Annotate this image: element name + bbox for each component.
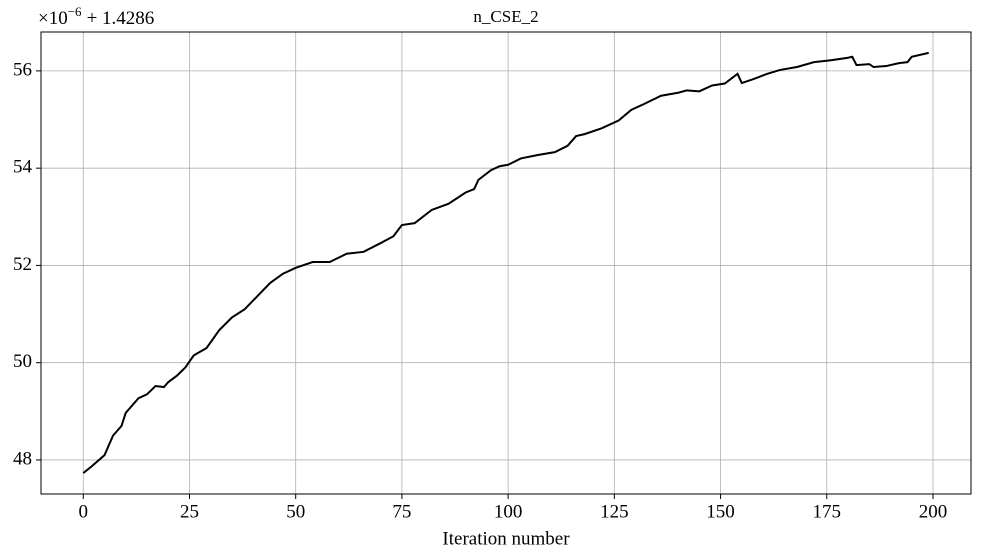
offset-base: ×10 bbox=[38, 8, 68, 29]
offset-exponent: −6 bbox=[68, 4, 82, 19]
y-tick-label: 54 bbox=[13, 157, 33, 178]
x-tick-label: 150 bbox=[706, 501, 735, 522]
x-tick-label: 200 bbox=[919, 501, 948, 522]
x-tick-label: 125 bbox=[600, 501, 629, 522]
plot-frame bbox=[40, 31, 972, 495]
y-tick-label: 50 bbox=[13, 351, 32, 372]
x-tick-label: 25 bbox=[180, 501, 199, 522]
offset-label: ×10−6 + 1.4286 bbox=[38, 4, 154, 29]
x-tick-label: 75 bbox=[392, 501, 411, 522]
x-tick-label: 50 bbox=[286, 501, 305, 522]
x-tick-label: 0 bbox=[79, 501, 89, 522]
x-tick-label: 100 bbox=[494, 501, 523, 522]
y-tick-label: 48 bbox=[13, 448, 32, 469]
y-tick-label: 56 bbox=[13, 59, 32, 80]
x-tick-label: 175 bbox=[813, 501, 842, 522]
chart-title: n_CSE_2 bbox=[473, 7, 538, 26]
data-line bbox=[82, 51, 929, 474]
offset-suffix: + 1.4286 bbox=[87, 8, 155, 29]
x-axis-label: Iteration number bbox=[442, 528, 570, 549]
y-tick-label: 52 bbox=[13, 254, 32, 275]
